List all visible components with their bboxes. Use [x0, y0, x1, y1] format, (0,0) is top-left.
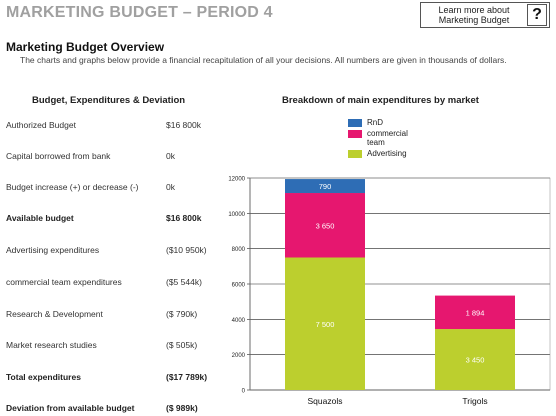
budget-row-label: Budget increase (+) or decrease (-): [6, 182, 139, 192]
legend-swatch: [348, 119, 362, 127]
chart-title: Breakdown of main expenditures by market: [282, 95, 479, 106]
y-tick-label: 4000: [232, 318, 246, 324]
budget-row-value: ($5 544k): [166, 277, 202, 287]
budget-row: Authorized Budget $16 800k: [6, 120, 216, 134]
y-tick-label: 0: [242, 389, 246, 395]
legend-label: RnD: [367, 118, 384, 127]
plot-frame: [249, 177, 551, 391]
help-icon[interactable]: ?: [527, 4, 547, 26]
budget-row-label: Deviation from available budget: [6, 403, 135, 413]
budget-row-value: 0k: [166, 151, 175, 161]
budget-row-value: ($17 789k): [166, 372, 208, 382]
page-title: MARKETING BUDGET – PERIOD 4: [6, 4, 273, 21]
stacked-bar-chart: 0 2000 4000 6000 8000 10000 12000 7 500 3 650 790…: [228, 177, 551, 406]
bar-segment: [285, 193, 365, 258]
budget-row-value: ($10 950k): [166, 245, 207, 255]
budget-row-label: Available budget: [6, 213, 74, 223]
budget-row-value: ($ 790k): [166, 309, 198, 319]
y-tick-label: 10000: [228, 212, 245, 218]
legend-item-rnd: RnD: [348, 118, 427, 127]
legend-label: Advertising: [367, 149, 407, 158]
budget-row: commercial team expenditures ($5 544k): [6, 277, 216, 291]
budget-row: Market research studies ($ 505k): [6, 340, 216, 354]
help-text[interactable]: Learn more about Marketing Budget: [438, 5, 510, 25]
budget-row-label: Advertising expenditures: [6, 245, 100, 255]
budget-row: Deviation from available budget ($ 989k): [6, 403, 216, 416]
budget-row: Advertising expenditures ($10 950k): [6, 245, 216, 259]
budget-row-value: ($ 505k): [166, 340, 198, 350]
budget-row-label: commercial team expenditures: [6, 277, 122, 287]
help-button[interactable]: Learn more about Marketing Budget ?: [420, 2, 550, 28]
budget-row: Total expenditures ($17 789k): [6, 372, 216, 386]
y-tick-label: 2000: [232, 353, 246, 359]
data-label: 1 894: [466, 308, 485, 317]
bar-segment: [285, 257, 365, 390]
legend-item-advertising: Advertising: [348, 149, 427, 158]
legend-item-commercial-team: commercial team: [348, 129, 427, 147]
legend-swatch: [348, 150, 362, 158]
budget-row-value: $16 800k: [166, 213, 202, 223]
legend-swatch: [348, 130, 362, 138]
data-label: 790: [319, 182, 332, 191]
bar-segment: [435, 295, 515, 330]
overview-title: Marketing Budget Overview: [6, 40, 165, 54]
data-label: 3 450: [466, 356, 485, 365]
budget-row-label: Total expenditures: [6, 372, 81, 382]
x-tick-label: Squazols: [308, 396, 343, 406]
budget-row-label: Capital borrowed from bank: [6, 151, 111, 161]
bar-segment: [285, 179, 365, 194]
data-label: 7 500: [316, 320, 335, 329]
budget-heading: Budget, Expenditures & Deviation: [32, 95, 186, 106]
y-tick-label: 12000: [228, 177, 245, 183]
budget-row-value: ($ 989k): [166, 403, 198, 413]
budget-row-label: Authorized Budget: [6, 120, 76, 130]
legend-label: commercial team: [367, 129, 408, 147]
overview-description: The charts and graphs below provide a fi…: [20, 55, 507, 65]
bar-segment: [435, 329, 515, 390]
budget-row-value: $16 800k: [166, 120, 201, 130]
budget-row: Available budget $16 800k: [6, 213, 216, 227]
budget-row-value: 0k: [166, 182, 175, 192]
data-label: 3 650: [316, 221, 335, 230]
y-tick-label: 6000: [232, 283, 246, 289]
budget-row: Research & Development ($ 790k): [6, 309, 216, 323]
budget-row-label: Market research studies: [6, 340, 97, 350]
budget-row: Capital borrowed from bank 0k: [6, 151, 216, 165]
x-tick-label: Trigols: [462, 396, 487, 406]
y-tick-label: 8000: [232, 247, 246, 253]
budget-row-label: Research & Development: [6, 309, 103, 319]
chart-legend: RnD commercial team Advertising: [348, 118, 427, 160]
budget-row: Budget increase (+) or decrease (-) 0k: [6, 182, 216, 196]
